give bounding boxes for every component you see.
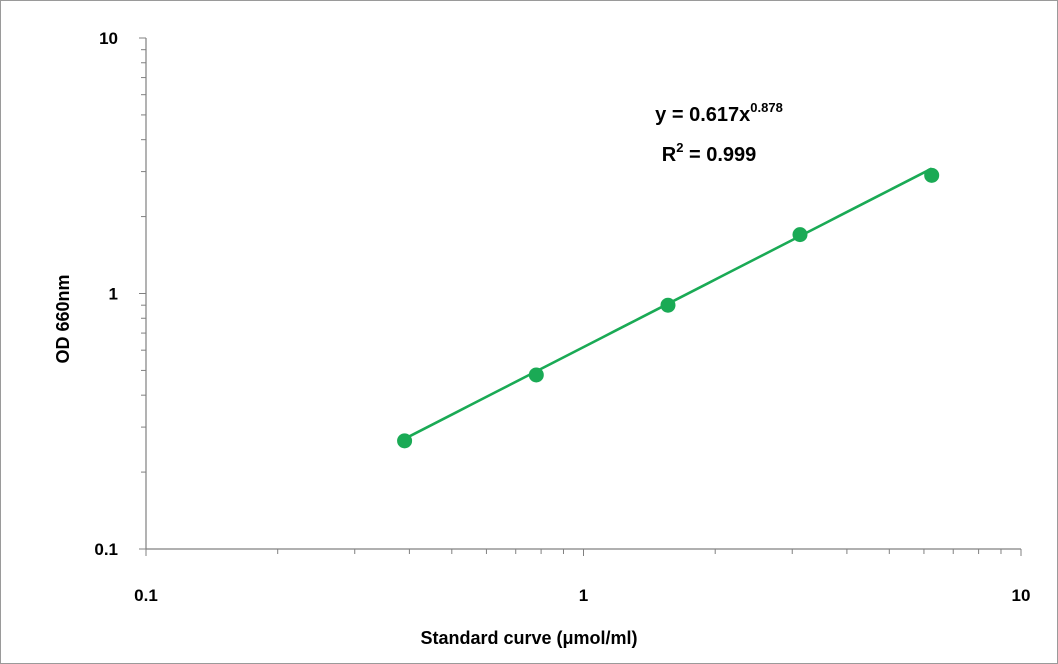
y-axis-title: OD 660nm	[53, 274, 73, 363]
data-point	[792, 227, 808, 243]
equation-exponent: 0.878	[750, 100, 783, 115]
x-tick-label: 1	[579, 586, 588, 605]
r2-exponent: 2	[676, 140, 683, 155]
x-tick-labels: 0.1 1 10	[134, 586, 1030, 605]
y-tick-label: 10	[99, 29, 118, 48]
r2-base: R	[662, 144, 677, 166]
data-point	[924, 167, 940, 183]
plot-area	[139, 37, 1022, 556]
data-point	[397, 433, 413, 449]
y-minor-ticks	[139, 37, 146, 550]
x-minor-ticks	[145, 549, 1022, 556]
r2-value: = 0.999	[683, 144, 756, 166]
data-points	[397, 167, 940, 449]
data-point	[528, 367, 544, 383]
x-axis-title: Standard curve (μmol/ml)	[420, 628, 637, 648]
x-tick-label: 10	[1012, 586, 1031, 605]
y-tick-labels: 0.1 1 10	[94, 29, 118, 559]
y-tick-label: 1	[109, 285, 118, 304]
r-squared-label: R2 = 0.999	[662, 140, 757, 166]
y-tick-label: 0.1	[94, 540, 118, 559]
data-point	[660, 297, 676, 313]
trendline-equation: y = 0.617x0.878	[655, 100, 783, 126]
equation-base: y = 0.617x	[655, 104, 750, 126]
x-tick-label: 0.1	[134, 586, 158, 605]
